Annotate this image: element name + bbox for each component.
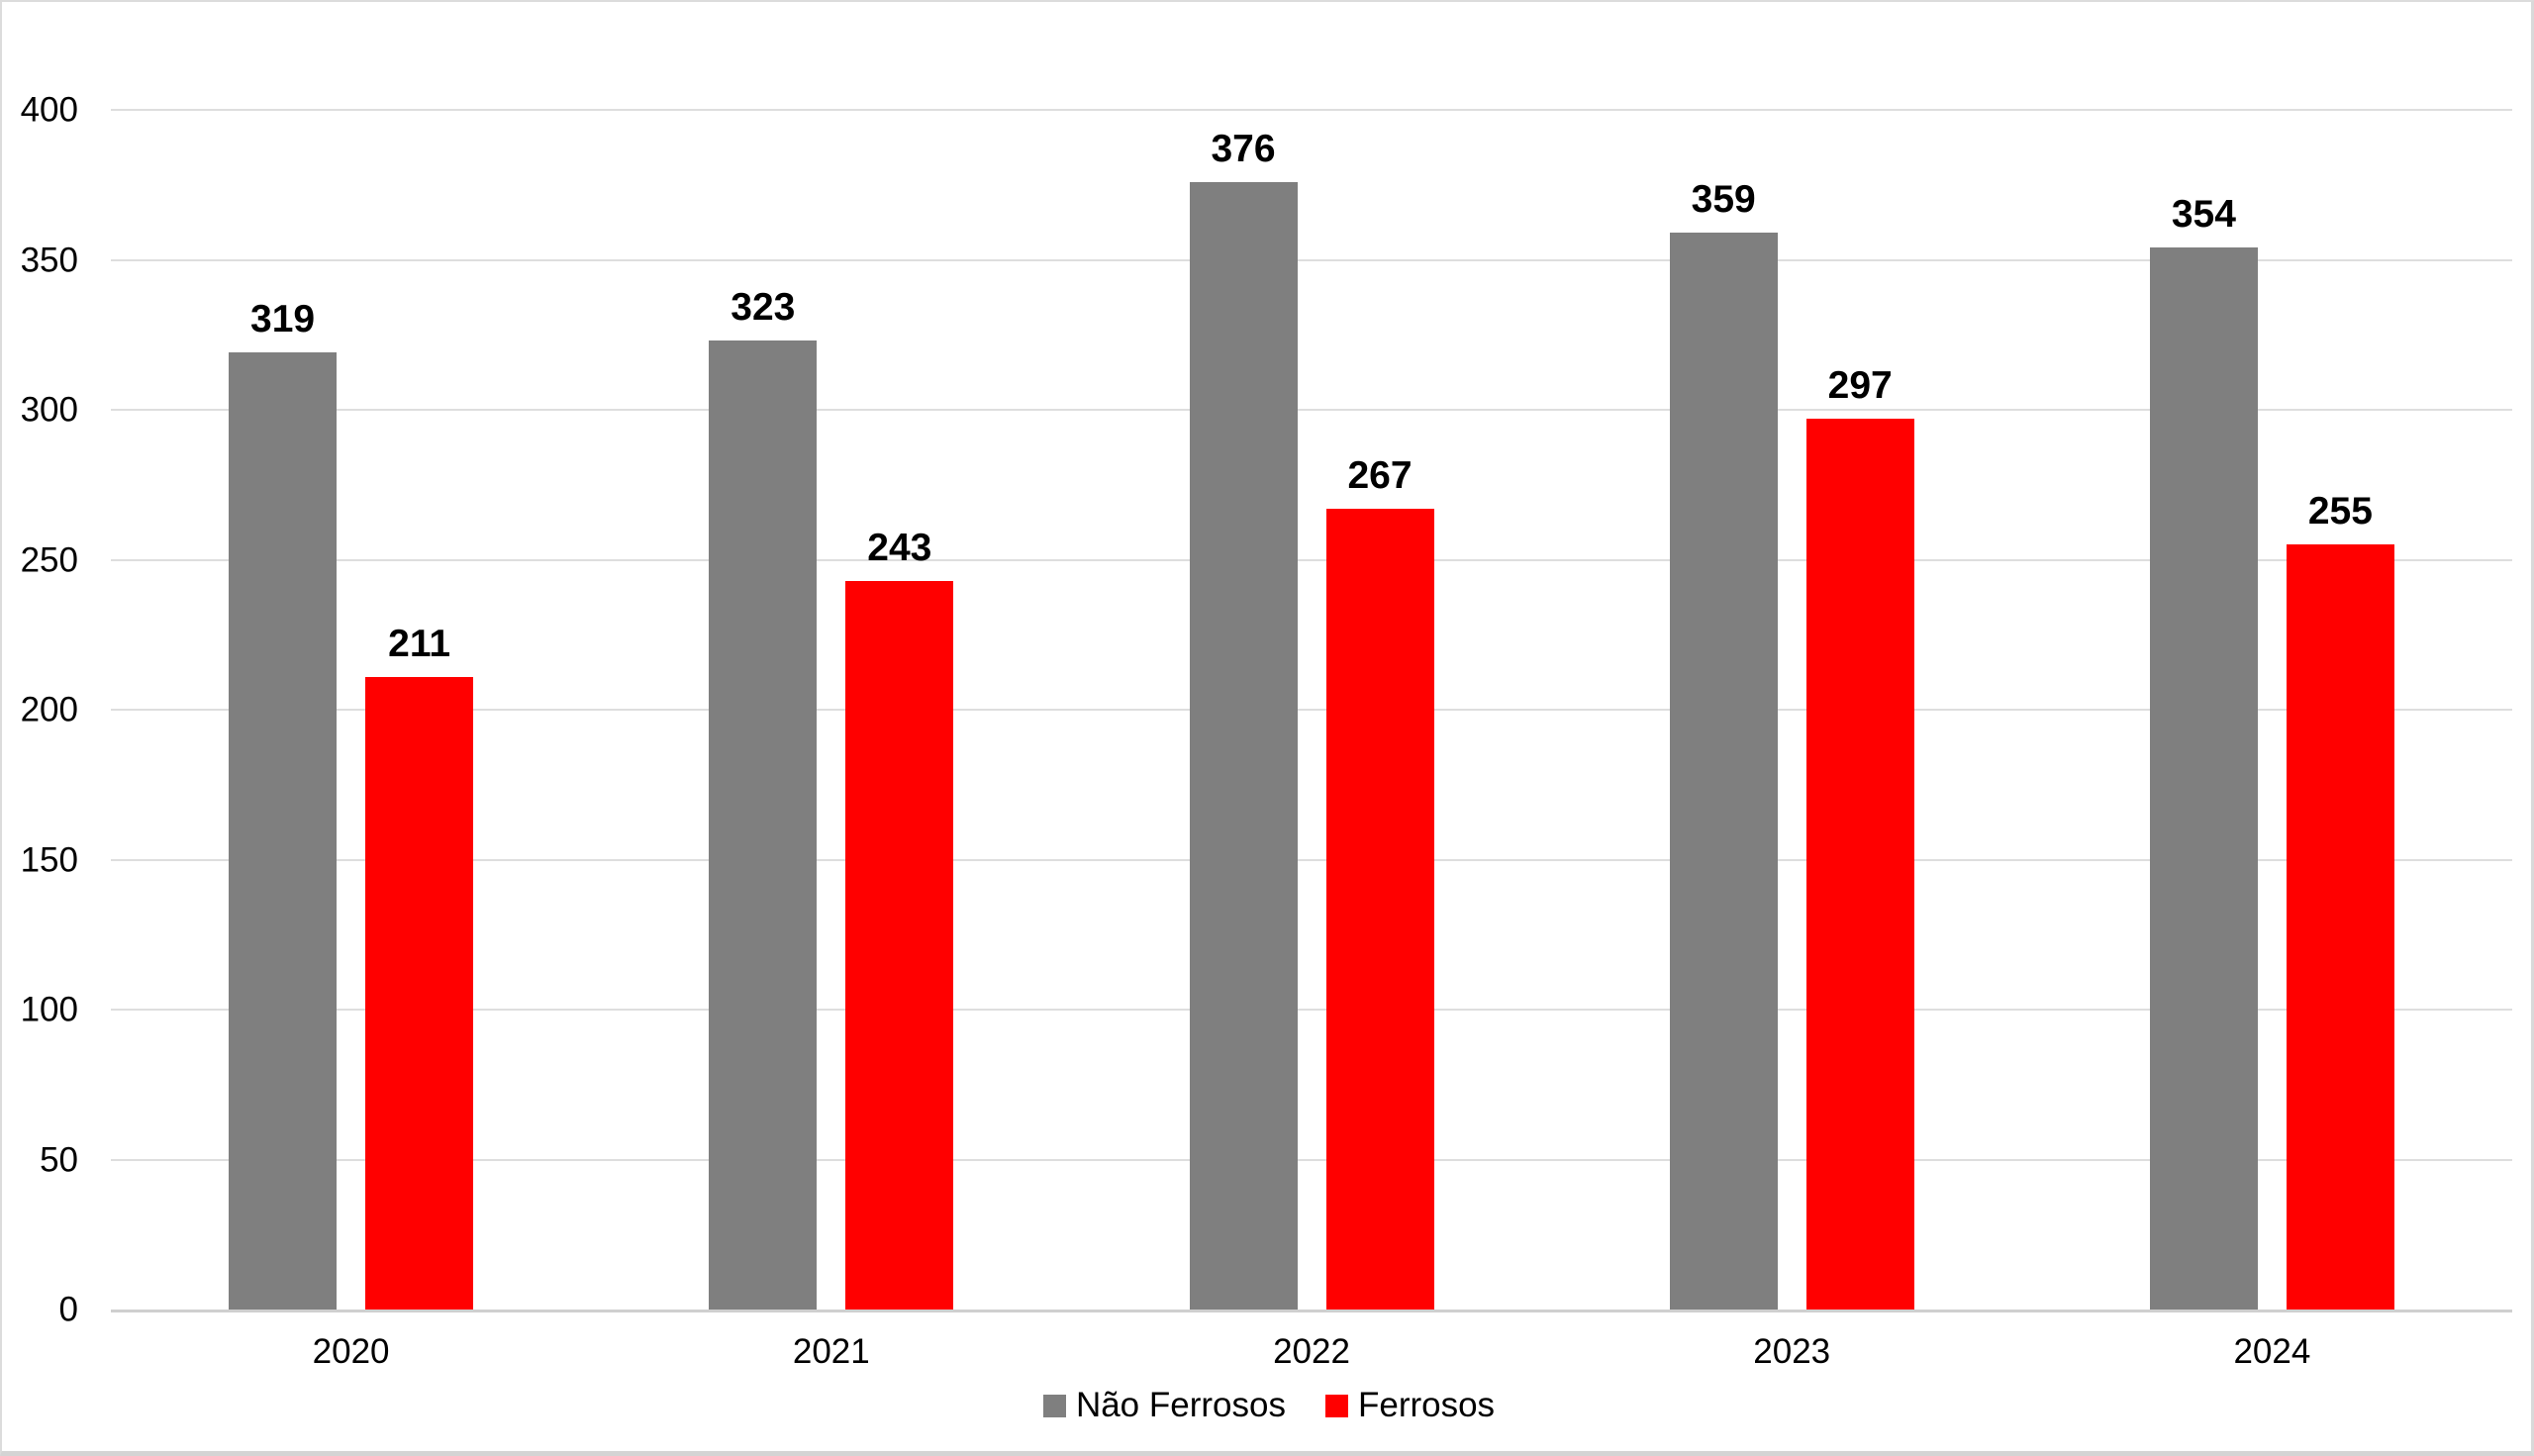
gridline-250 (111, 558, 2512, 561)
plot-area (111, 109, 2512, 1312)
x-tick-label-2023: 2023 (1753, 1332, 1831, 1371)
y-tick-label-100: 100 (20, 990, 78, 1029)
category-group-2020: 319 211 (111, 110, 591, 1310)
gridline-50 (111, 1158, 2512, 1161)
gridline-150 (111, 858, 2512, 861)
bar-value-label: 243 (867, 526, 932, 569)
y-tick-label-250: 250 (20, 540, 78, 579)
bar-ferrosos-2023: 297 (1805, 366, 1914, 1310)
y-tick-label-0: 0 (58, 1290, 78, 1329)
category-group-2022: 376 267 (1071, 110, 1551, 1310)
y-tick-label-400: 400 (20, 90, 78, 130)
legend-entry-ferrosos: Ferrosos (1324, 1386, 1496, 1425)
gridline-200 (111, 709, 2512, 711)
bar-value-label: 211 (388, 622, 451, 665)
bar-nao-ferrosos-2024: 354 (2149, 195, 2258, 1310)
legend-swatch-icon (1324, 1394, 1348, 1417)
y-tick-label-300: 300 (20, 390, 78, 430)
gridline-350 (111, 258, 2512, 261)
bar-value-label: 376 (1211, 127, 1276, 170)
category-group-2024: 354 255 (2032, 110, 2512, 1310)
gridline-100 (111, 1009, 2512, 1011)
legend-swatch-icon (1042, 1394, 1066, 1417)
y-tick-label-350: 350 (20, 241, 78, 279)
bar-ferrosos-2024: 255 (2286, 492, 2394, 1310)
y-tick-label-150: 150 (20, 840, 78, 879)
bar-value-label: 267 (1347, 454, 1413, 497)
legend-label: Ferrosos (1357, 1386, 1496, 1424)
y-tick-label-200: 200 (20, 690, 78, 729)
legend: Não Ferrosos Ferrosos (2, 1386, 2531, 1425)
bar-ferrosos-2020: 211 (365, 625, 474, 1310)
bar-ferrosos-2021: 243 (845, 529, 954, 1310)
bar-value-label: 359 (1691, 178, 1756, 222)
bar-nao-ferrosos-2022: 376 (1189, 130, 1298, 1310)
y-tick-label-50: 50 (40, 1140, 78, 1179)
y-axis: 0 50 100 150 200 250 300 350 400 (2, 2, 78, 1451)
category-group-2021: 323 243 (591, 110, 1071, 1310)
legend-label: Não Ferrosos (1075, 1386, 1286, 1424)
x-tick-label-2020: 2020 (312, 1332, 390, 1371)
category-group-2023: 359 297 (1552, 110, 2032, 1310)
x-tick-label-2021: 2021 (792, 1332, 870, 1371)
bar-value-label: 255 (2307, 490, 2373, 534)
legend-entry-nao-ferrosos: Não Ferrosos (1042, 1386, 1286, 1425)
bar-nao-ferrosos-2023: 359 (1669, 180, 1778, 1310)
bars-layer: 319 211 323 243 376 267 359 297 354 255 (111, 110, 2512, 1310)
bar-value-label: 297 (1827, 364, 1893, 408)
gridline-400 (111, 109, 2512, 111)
x-tick-label-2024: 2024 (2233, 1332, 2311, 1371)
bar-value-label: 323 (731, 286, 796, 330)
x-tick-label-2022: 2022 (1273, 1332, 1350, 1371)
bar-nao-ferrosos-2021: 323 (709, 288, 818, 1310)
bar-value-label: 319 (250, 298, 316, 341)
x-axis: 2020 2021 2022 2023 2024 (111, 1331, 2512, 1373)
bar-value-label: 354 (2171, 193, 2236, 237)
bar-ferrosos-2022: 267 (1325, 456, 1434, 1310)
bar-nao-ferrosos-2020: 319 (229, 300, 338, 1310)
gridline-300 (111, 409, 2512, 411)
